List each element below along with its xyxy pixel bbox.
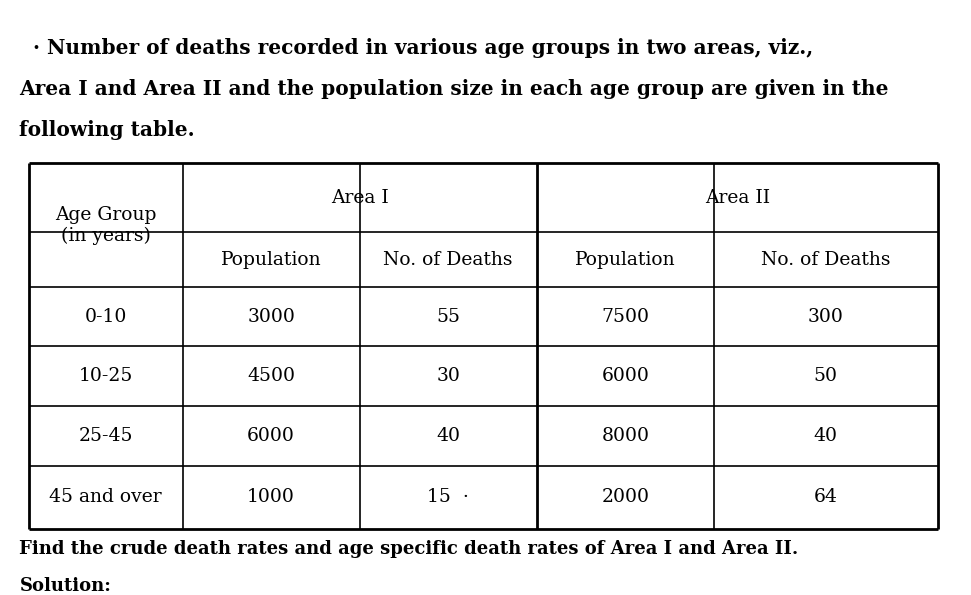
Text: following table.: following table. xyxy=(19,120,195,140)
Text: 64: 64 xyxy=(814,488,838,506)
Text: Solution:: Solution: xyxy=(19,577,112,595)
Text: 2000: 2000 xyxy=(601,488,650,506)
Text: 0-10: 0-10 xyxy=(84,308,127,325)
Text: 6000: 6000 xyxy=(601,367,650,385)
Text: 6000: 6000 xyxy=(248,427,295,445)
Text: 10-25: 10-25 xyxy=(79,367,133,385)
Text: 50: 50 xyxy=(814,367,838,385)
Text: 25-45: 25-45 xyxy=(79,427,133,445)
Text: No. of Deaths: No. of Deaths xyxy=(384,250,513,268)
Text: 3000: 3000 xyxy=(248,308,295,325)
Text: 7500: 7500 xyxy=(601,308,650,325)
Text: 8000: 8000 xyxy=(601,427,650,445)
Text: 40: 40 xyxy=(814,427,838,445)
Text: 15  ·: 15 · xyxy=(427,488,469,506)
Text: Population: Population xyxy=(575,250,676,268)
Text: Find the crude death rates and age specific death rates of Area I and Area II.: Find the crude death rates and age speci… xyxy=(19,540,799,558)
Text: No. of Deaths: No. of Deaths xyxy=(761,250,890,268)
Text: 30: 30 xyxy=(436,367,460,385)
Text: 40: 40 xyxy=(436,427,460,445)
Text: 55: 55 xyxy=(436,308,460,325)
Text: 45 and over: 45 and over xyxy=(50,488,162,506)
Text: Age Group
(in years): Age Group (in years) xyxy=(55,206,156,245)
Text: Area I: Area I xyxy=(331,189,388,206)
Text: · Number of deaths recorded in various age groups in two areas, viz.,: · Number of deaths recorded in various a… xyxy=(19,37,814,58)
Text: Area II: Area II xyxy=(705,189,770,206)
Text: Population: Population xyxy=(220,250,321,268)
Text: 300: 300 xyxy=(808,308,844,325)
Text: 4500: 4500 xyxy=(247,367,295,385)
Text: 1000: 1000 xyxy=(248,488,295,506)
Text: Area I and Area II and the population size in each age group are given in the: Area I and Area II and the population si… xyxy=(19,79,888,99)
